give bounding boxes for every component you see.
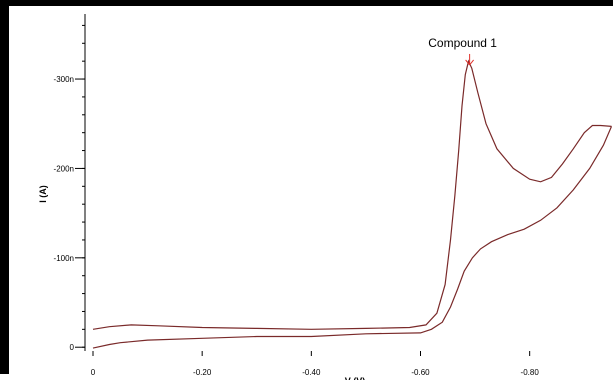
x-tick-label: 0 (91, 368, 96, 377)
x-axis-title: V (V) (345, 376, 366, 380)
cv-forward-sweep-line (92, 59, 612, 330)
y-tick-label: -300n (54, 75, 74, 84)
ticks (75, 24, 531, 356)
cyclic-voltammogram-chart: 0 -100n -200n -300n 0 -0.20 -0.40 -0.60 -0.80 I (… (38, 14, 613, 380)
y-axis-title: I (A) (38, 185, 48, 203)
y-tick-label: -100n (54, 254, 74, 263)
peak-annotation-label: Compound 1 (428, 36, 497, 50)
cv-return-sweep-line (92, 126, 613, 349)
y-tick-label: 0 (70, 343, 75, 352)
x-tick-label: -0.80 (521, 368, 540, 377)
y-tick-label: -200n (54, 164, 74, 173)
x-tick-label: -0.40 (302, 368, 321, 377)
curves (92, 59, 613, 349)
x-tick-label: -0.20 (193, 368, 212, 377)
peak-marker-arrow-left (465, 59, 471, 66)
peak-marker-arrow-right (469, 59, 475, 66)
x-tick-label: -0.60 (411, 368, 430, 377)
